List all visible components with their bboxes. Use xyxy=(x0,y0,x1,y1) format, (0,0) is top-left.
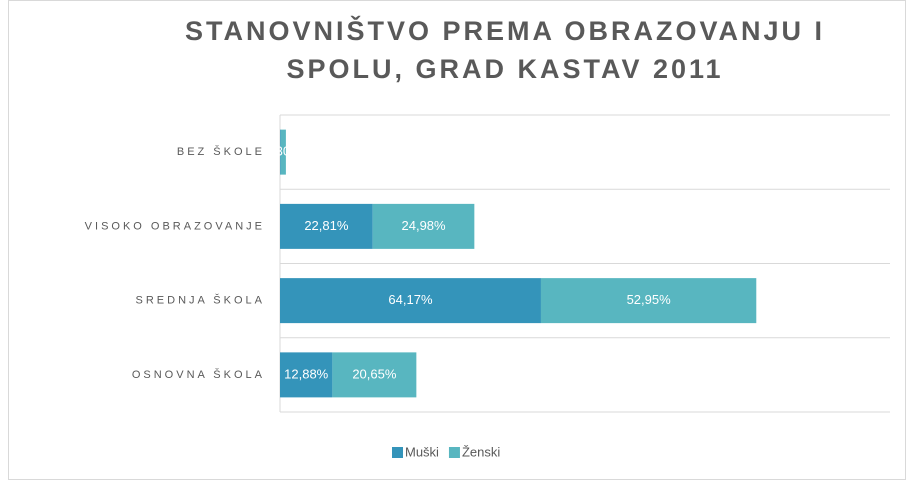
data-label: 0,15% xyxy=(262,144,299,159)
data-label: 52,95% xyxy=(627,292,672,307)
chart-border xyxy=(8,0,906,480)
y-tick-label: OSNOVNA ŠKOLA xyxy=(132,368,265,381)
bar-segment xyxy=(280,129,281,175)
bar-segment xyxy=(280,129,286,175)
data-label: 24,98% xyxy=(402,218,447,233)
bar-segment xyxy=(372,203,475,249)
data-label: 1,30% xyxy=(265,144,302,159)
bar-segment xyxy=(280,278,541,324)
bar-segment xyxy=(280,352,333,398)
data-label: 22,81% xyxy=(304,218,349,233)
bar-segment xyxy=(540,278,757,324)
bar-segment xyxy=(332,352,417,398)
data-label: 64,17% xyxy=(388,292,433,307)
legend-swatch xyxy=(448,447,460,458)
y-tick-label: VISOKO OBRAZOVANJE xyxy=(85,220,265,232)
chart-title: STANOVNIŠTVO PREMA OBRAZOVANJU I SPOLU, … xyxy=(184,16,826,84)
y-tick-label: SREDNJA ŠKOLA xyxy=(136,294,265,307)
data-label: 20,65% xyxy=(352,366,397,381)
data-label: 12,88% xyxy=(284,366,329,381)
legend-swatch xyxy=(392,447,403,458)
legend-label: Muški xyxy=(405,444,439,459)
y-tick-label: BEZ ŠKOLE xyxy=(177,145,265,158)
bar-segment xyxy=(280,203,373,249)
legend-label: Ženski xyxy=(462,444,500,459)
